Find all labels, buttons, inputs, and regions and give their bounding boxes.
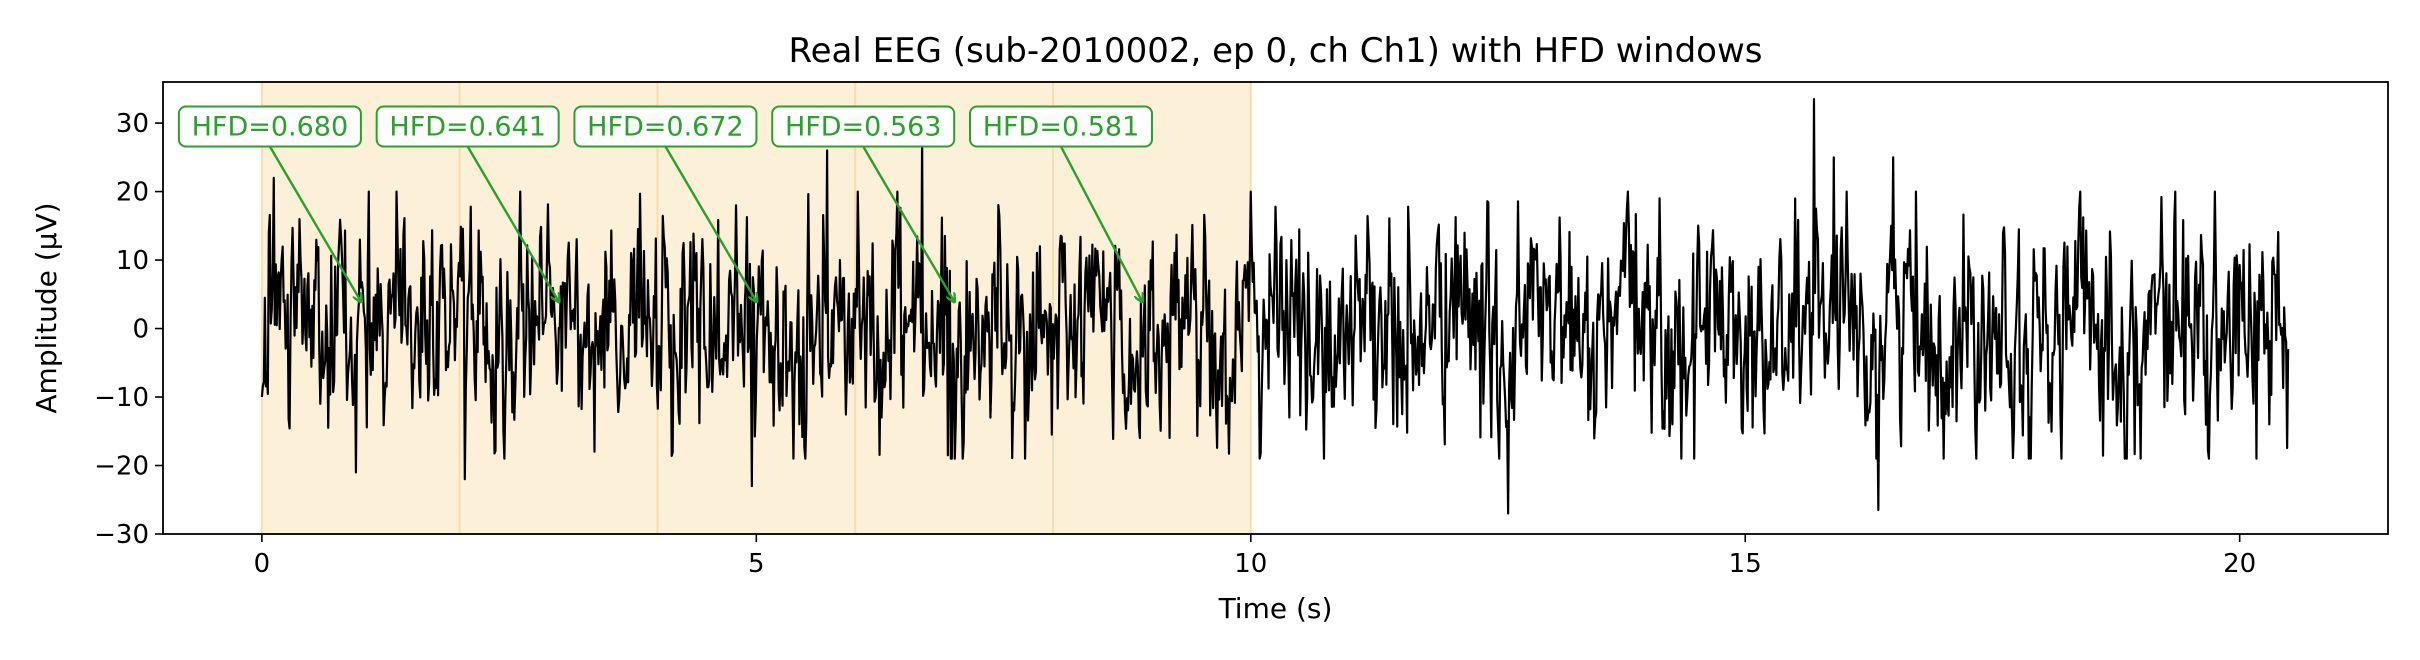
y-tick-label-30: 30 — [116, 109, 149, 139]
hfd-arrow-0 — [268, 145, 361, 302]
y-tick-label-0: 0 — [132, 315, 149, 345]
hfd-arrow-1 — [466, 145, 559, 302]
x-axis-label: Time (s) — [1218, 592, 1333, 625]
hfd-label-box-4 — [969, 105, 1153, 148]
y-tick-label-20: 20 — [116, 178, 149, 208]
x-tick-label-15: 15 — [1729, 549, 1762, 579]
x-tick-label-20: 20 — [2223, 549, 2256, 579]
hfd-arrow-3 — [862, 145, 954, 302]
y-tick-label--10: −10 — [94, 383, 149, 413]
hfd-label-1: HFD=0.641 — [389, 112, 546, 143]
y-axis-ticks: −30 −20 −10 0 10 20 30 — [94, 109, 163, 550]
hfd-arrow-2 — [664, 145, 756, 302]
hfd-label-box-1 — [375, 105, 560, 148]
hfd-label-box-0 — [177, 105, 362, 148]
y-tick-label--30: −30 — [94, 520, 149, 550]
y-axis-label: Amplitude (µV) — [30, 202, 63, 413]
y-tick-label--20: −20 — [94, 452, 149, 482]
hfd-label-box-2 — [573, 105, 758, 148]
x-tick-label-0: 0 — [254, 549, 271, 579]
hfd-label-box-3 — [771, 105, 956, 148]
hfd-annotations: HFD=0.680 HFD=0.641 HFD=0.672 HFD=0.563 HFD=… — [177, 105, 1153, 302]
hfd-label-2: HFD=0.672 — [587, 112, 744, 143]
hfd-label-4: HFD=0.581 — [983, 112, 1140, 143]
eeg-signal-line — [260, 98, 2290, 515]
hfd-arrow-4 — [1059, 145, 1142, 302]
hfd-label-0: HFD=0.680 — [192, 112, 349, 143]
x-tick-label-5: 5 — [748, 549, 765, 579]
x-tick-label-10: 10 — [1234, 549, 1267, 579]
plot-frame — [162, 81, 2389, 535]
x-axis-ticks: 0 5 10 15 20 — [254, 534, 2256, 579]
hfd-label-3: HFD=0.563 — [785, 112, 942, 143]
y-tick-label-10: 10 — [116, 246, 149, 276]
hfd-window-1 — [458, 81, 659, 535]
signal-layer — [260, 98, 2290, 515]
chart-title: Real EEG (sub-2010002, ep 0, ch Ch1) wit… — [789, 31, 1763, 71]
hfd-window-4 — [1052, 81, 1252, 535]
